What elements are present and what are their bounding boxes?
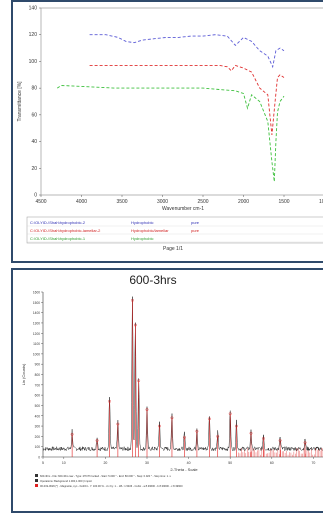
x-tick-label: 20 [103,461,107,465]
x-tick-label: 3000 [157,199,168,205]
y-tick-label: 120 [29,32,38,38]
legend-entry-name: C:\OLYID-\Shah\hydrophobic-lamellar-2 [30,228,101,233]
peak-marker [131,298,134,302]
y-tick-label: 140 [29,6,38,12]
peak-marker [249,431,253,435]
peak-marker [158,424,161,428]
legend-entry: Operations: Background 1.000,1.000 | Imp… [40,479,92,483]
y-tick-label: 40 [31,139,37,145]
peak-marker [228,412,232,416]
legend-entry-extra: pure [191,228,200,233]
legend-entry-name: C:\OLYID-\Shah\hydrophobic-2 [30,220,86,225]
y-tick-label: 200 [35,435,41,439]
legend-entry-tag: Hydrophobic/lamellar [131,228,169,233]
x-tick-label: 1500 [278,199,289,205]
legend-entry-tag: Hydrophobic [131,236,153,241]
peak-marker [116,422,120,426]
x-tick-label: 30 [145,461,149,465]
y-tick-label: 700 [35,383,41,387]
x-tick-label: 2000 [238,199,249,205]
y-tick-label: 1400 [33,311,40,315]
x-tick-label: 40 [187,461,191,465]
y-tick-label: 500 [35,404,41,408]
legend-box [26,216,323,244]
page-footer: Page 1/1 [163,246,183,252]
y-tick-label: 800 [35,373,41,377]
series-line-0 [89,34,285,69]
x-axis-label: Wavenumber cm-1 [162,206,204,212]
y-tick-label: 0 [34,193,37,199]
peak-marker [95,439,99,442]
y-tick-label: 1500 [33,301,40,305]
x-tick-label: 60 [270,461,274,465]
x-tick-label: 70 [311,461,315,465]
y-tick-label: 1000 [33,352,40,356]
y-tick-label: 1300 [33,321,40,325]
ftir-panel: 0 20 40 60 80 100 120 140 4500 4000 3500 3000 2500 20… [11,0,323,263]
y-tick-label: 900 [35,363,41,367]
y-tick-label: 300 [35,425,41,429]
y-tick-label: 400 [35,414,41,418]
plot-frame [40,7,323,196]
y-tick-label: 80 [31,86,37,92]
y-tick-label: 1100 [33,342,40,346]
y-tick-label: 1200 [33,332,40,336]
y-tick-label: 60 [31,112,37,118]
peak-marker [170,416,174,420]
peak-marker [207,417,211,421]
legend-entry: 00-019-0629 (*) - Magnetite, syn - Fe3O4… [40,484,183,488]
legend-entry: 600-3hrs - File: 600-3hrs.raw - Type: 2T… [40,474,171,478]
peak-marker [195,429,199,433]
x-tick-label: 5 [42,461,44,465]
pattern-line [42,296,323,452]
peak-marker [216,434,220,438]
y-tick-label: 100 [35,445,41,449]
x-tick-label: 3500 [116,199,127,205]
x-tick-label: 50 [228,461,232,465]
legend-entry-name: C:\OLYID-\Shah\hydrophobic-1 [30,236,86,241]
legend-swatch [35,484,38,487]
peak-marker [183,436,186,439]
y-tick-label: 1600 [33,291,40,295]
peak-marker [145,408,149,411]
x-axis-label: 2-Theta - Scale [170,467,198,472]
legend-entry-tag: Hydrophobic [131,220,153,225]
y-axis-label: Lin (Counts) [21,363,26,385]
x-tick-label: 4500 [35,199,46,205]
xrd-chart: 600-3hrs01002003004005006007008009001000… [21,273,323,488]
x-tick-label: 10 [62,461,66,465]
peak-marker [70,432,74,436]
legend-swatch [35,474,38,477]
peak-marker [108,399,111,403]
y-tick-label: 100 [29,59,38,65]
peak-marker [303,441,307,444]
legend-entry-extra: pure [191,220,200,225]
chart-title: 600-3hrs [129,273,176,287]
xrd-panel: 600-3hrs 0 100 200 300 400 500 600 700 800 900 1000… [11,268,323,513]
x-tick-label: 4000 [76,199,87,205]
y-axis-label: Transmittance [%] [17,81,23,122]
x-tick-label: 1000 [319,199,323,205]
peak-marker [262,437,265,440]
x-tick-label: 2500 [197,199,208,205]
y-tick-label: 0 [38,456,40,460]
legend-swatch [35,479,38,482]
peak-marker [235,424,238,428]
peak-marker [278,439,282,442]
peak-marker [137,379,141,383]
peak-marker [133,323,137,327]
y-tick-label: 20 [31,166,37,172]
y-tick-label: 600 [35,394,41,398]
series-line-2 [56,85,285,182]
ftir-chart: 0 20 40 60 80 100 120 140 4500 4000 3500 3000 2500 20… [17,6,323,252]
